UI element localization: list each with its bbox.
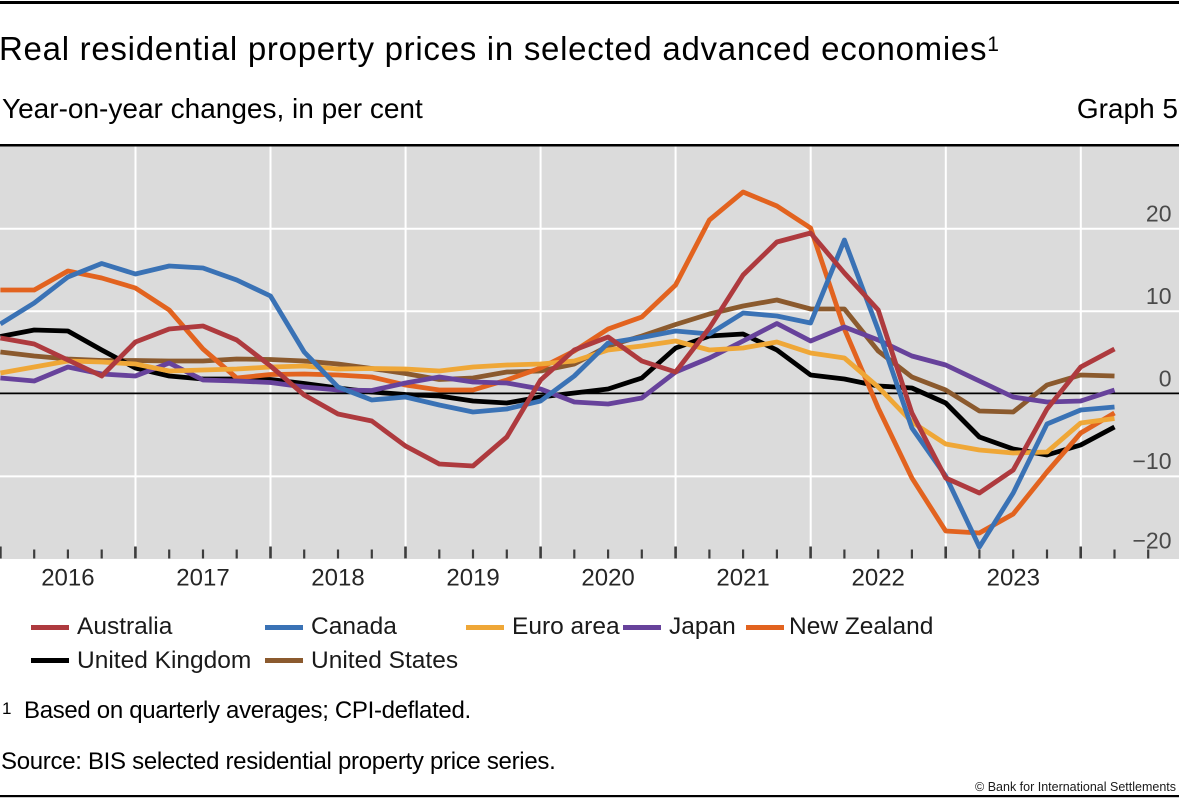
svg-text:2021: 2021 xyxy=(716,565,769,592)
svg-text:0: 0 xyxy=(1159,366,1172,392)
svg-text:2019: 2019 xyxy=(446,565,499,592)
svg-text:2017: 2017 xyxy=(176,565,229,592)
svg-text:10: 10 xyxy=(1146,283,1172,309)
svg-text:−20: −20 xyxy=(1132,528,1171,554)
svg-text:2022: 2022 xyxy=(852,565,905,592)
svg-text:2020: 2020 xyxy=(581,565,634,592)
svg-text:2023: 2023 xyxy=(987,565,1040,592)
svg-text:2018: 2018 xyxy=(311,565,364,592)
svg-text:2016: 2016 xyxy=(41,565,94,592)
svg-text:−10: −10 xyxy=(1132,448,1171,474)
svg-text:20: 20 xyxy=(1146,201,1172,227)
